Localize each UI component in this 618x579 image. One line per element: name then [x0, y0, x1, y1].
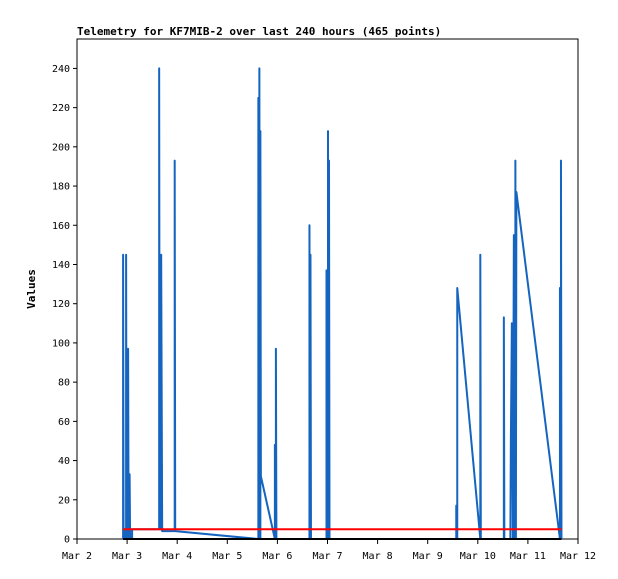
y-tick-label: 220 [52, 103, 70, 114]
x-tick-label: Mar 11 [510, 551, 546, 562]
x-tick-label: Mar 12 [560, 551, 596, 562]
x-tick-label: Mar 10 [460, 551, 496, 562]
y-tick-label: 100 [52, 338, 70, 349]
x-tick-label: Mar 7 [312, 551, 342, 562]
y-tick-label: 60 [58, 417, 70, 428]
x-tick-label: Mar 3 [112, 551, 142, 562]
y-tick-label: 200 [52, 142, 70, 153]
y-tick-label: 240 [52, 64, 70, 75]
y-tick-label: 80 [58, 378, 70, 389]
x-tick-label: Mar 9 [413, 551, 443, 562]
y-tick-label: 0 [64, 535, 70, 546]
x-axis-ticks: Mar 2 Mar 3 Mar 4 Mar 5 Mar 6 Mar 7 Mar 8 Mar 9… [62, 539, 596, 562]
y-axis-label: Values [25, 269, 38, 309]
x-tick-label: Mar 8 [363, 551, 393, 562]
chart-title: Telemetry for KF7MIB-2 over last 240 hou… [77, 25, 441, 38]
y-tick-label: 40 [58, 456, 70, 467]
x-tick-label: Mar 4 [162, 551, 192, 562]
x-tick-label: Mar 5 [212, 551, 242, 562]
y-axis-ticks: 0 20 40 60 80 100 120 140 160 180 200 220 240 [52, 64, 77, 546]
series-line-0 [122, 67, 563, 540]
y-tick-label: 180 [52, 182, 70, 193]
y-tick-label: 140 [52, 260, 70, 271]
y-tick-label: 120 [52, 299, 70, 310]
x-tick-label: Mar 6 [262, 551, 292, 562]
x-tick-label: Mar 2 [62, 551, 92, 562]
y-tick-label: 160 [52, 221, 70, 232]
y-tick-label: 20 [58, 495, 70, 506]
series-layer [122, 67, 563, 540]
